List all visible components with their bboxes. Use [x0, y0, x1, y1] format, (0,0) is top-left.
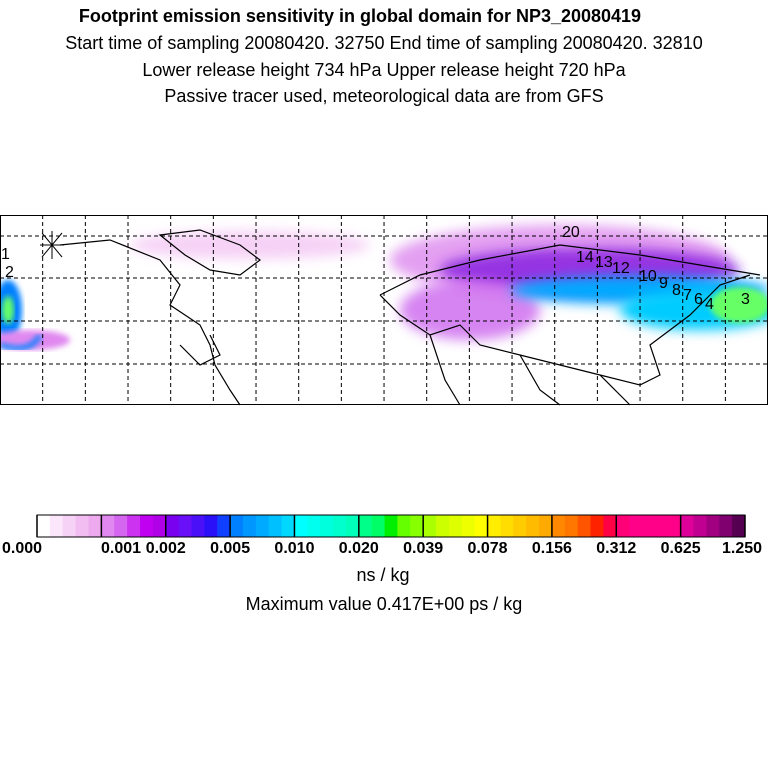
traj-label: 4 [705, 296, 714, 313]
colorbar-cell [37, 515, 51, 537]
colorbar-cell [603, 515, 617, 537]
colorbar-cell [88, 515, 102, 537]
colorbar-cell [114, 515, 128, 537]
colorbar-tick-label: 0.005 [210, 540, 250, 555]
colorbar-cell [191, 515, 205, 537]
colorbar-cell [230, 515, 244, 537]
traj-label: 14 [576, 249, 594, 266]
subtitle-release-height: Lower release height 734 hPa Upper relea… [142, 60, 626, 80]
colorbar-cell [410, 515, 424, 537]
colorbar: 0.000 0.001 0.002 0.005 0.010 0.020 0.039 0.078… [2, 514, 762, 555]
maximum-value-text: Maximum value 0.417E+00 ps / kg [245, 594, 523, 614]
colorbar-cell [513, 515, 527, 537]
colorbar-cell [448, 515, 463, 537]
colorbar-cell [564, 515, 579, 537]
colorbar-tick-label: 1.250 [722, 540, 762, 555]
colorbar-cell [101, 515, 115, 537]
trajectory-labels: 1 2 3 4 6 7 8 9 10 12 13 14 20 [1, 224, 750, 313]
colorbar-cell [577, 515, 592, 537]
colorbar-cell [204, 515, 218, 537]
colorbar-cell [307, 515, 321, 537]
colorbar-cell [371, 515, 386, 537]
colorbar-tick-label: 0.010 [274, 540, 314, 555]
colorbar-tick-label: 0.000 [2, 540, 42, 555]
colorbar-cell [384, 515, 398, 537]
colorbar-cell [75, 515, 89, 537]
colorbar-cell [397, 515, 411, 537]
colorbar-cell [62, 515, 77, 537]
traj-label: 6 [694, 291, 703, 308]
traj-label: 2 [5, 264, 14, 281]
colorbar-unit: ns / kg [356, 565, 410, 585]
colorbar-cell [255, 515, 270, 537]
traj-label: 10 [639, 268, 657, 285]
colorbar-cell [732, 515, 746, 537]
colorbar-cell [345, 515, 360, 537]
colorbar-cell [654, 515, 669, 537]
colorbar-cell [178, 515, 192, 537]
colorbar-cell [127, 515, 141, 537]
traj-label: 8 [672, 282, 681, 299]
colorbar-cell [165, 515, 180, 537]
colorbar-cell [539, 515, 553, 537]
colorbar-cell [616, 515, 630, 537]
colorbar-cell [423, 515, 437, 537]
colorbar-tick-label: 0.156 [532, 540, 572, 555]
colorbar-cell [320, 515, 334, 537]
colorbar-tick-label: 0.078 [468, 540, 508, 555]
colorbar-cell [590, 515, 604, 537]
traj-label: 7 [683, 287, 692, 304]
colorbar-cell [217, 515, 231, 537]
colorbar-cell [294, 515, 308, 537]
colorbar-cell [358, 515, 373, 537]
coastlines [59, 229, 761, 406]
colorbar-cell [629, 515, 643, 537]
plot-title: Footprint emission sensitivity in global… [78, 6, 642, 26]
subtitle-sampling-time: Start time of sampling 20080420. 32750 E… [65, 33, 703, 53]
traj-label: 13 [595, 254, 613, 271]
colorbar-tick-label: 0.039 [403, 540, 443, 555]
colorbar-cell [268, 515, 283, 537]
colorbar-tick-label: 0.020 [339, 540, 379, 555]
traj-label: 3 [741, 291, 750, 308]
colorbar-cell [152, 515, 167, 537]
colorbar-cell [139, 515, 154, 537]
lat-lon-grid [0, 215, 768, 405]
colorbar-cell [526, 515, 540, 537]
colorbar-cell [474, 515, 489, 537]
colorbar-cell [242, 515, 257, 537]
colorbar-tick-label: 0.002 [146, 540, 186, 555]
colorbar-frame [36, 514, 746, 538]
colorbar-tick-label: 0.625 [661, 540, 701, 555]
colorbar-cell [500, 515, 514, 537]
colorbar-cell [706, 515, 720, 537]
colorbar-cell [49, 515, 64, 537]
traj-label: 12 [612, 260, 630, 277]
colorbar-tick-label: 0.001 [101, 540, 141, 555]
traj-label: 9 [659, 275, 668, 292]
subtitle-tracer-info: Passive tracer used, meteorological data… [164, 86, 604, 106]
release-location-marker [40, 231, 64, 259]
footprint-map: 1 2 3 4 6 7 8 9 10 12 13 14 20 [0, 215, 768, 406]
colorbar-cell [693, 515, 707, 537]
traj-label: 20 [562, 224, 580, 241]
traj-label: 1 [1, 246, 10, 263]
colorbar-cell [719, 515, 733, 537]
colorbar-cell [461, 515, 476, 537]
colorbar-cell [436, 515, 450, 537]
colorbar-cell [680, 515, 695, 537]
colorbar-tick-label: 0.312 [596, 540, 636, 555]
colorbar-cell [281, 515, 295, 537]
colorbar-cell [487, 515, 501, 537]
colorbar-cell [551, 515, 566, 537]
colorbar-cell [333, 515, 347, 537]
colorbar-cell [642, 515, 656, 537]
emission-plume [0, 225, 768, 351]
colorbar-cell [667, 515, 682, 537]
